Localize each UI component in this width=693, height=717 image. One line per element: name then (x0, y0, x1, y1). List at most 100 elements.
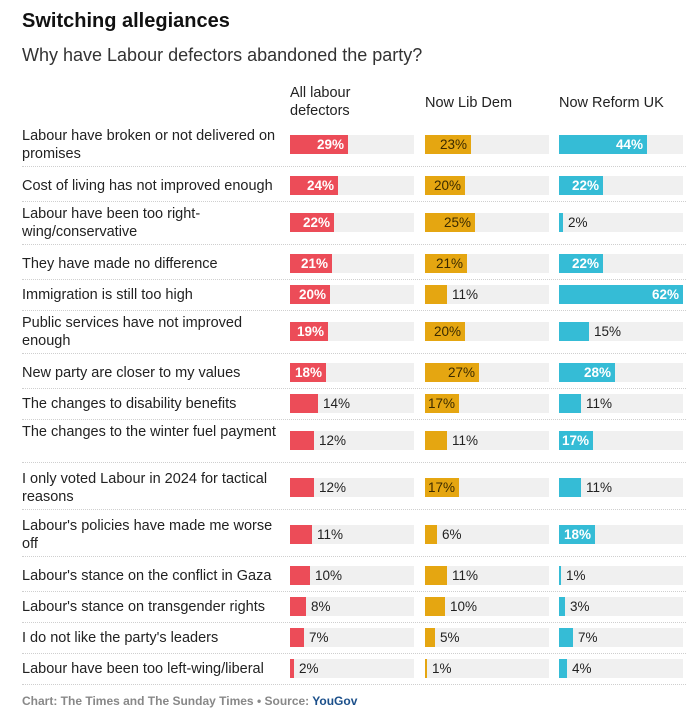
bar-track: 8% (290, 597, 414, 616)
bar-reform (559, 213, 563, 232)
bar-reform (559, 254, 603, 273)
row-label: Labour have broken or not delivered on p… (22, 128, 276, 162)
data-label: 12% (319, 480, 347, 495)
data-label: 17% (427, 396, 455, 411)
data-label: 27% (447, 365, 475, 380)
bar-lib-dem (425, 394, 459, 413)
bar-all-labour (290, 659, 294, 678)
bar-track: 10% (425, 597, 549, 616)
bar-track: 20% (425, 322, 549, 341)
row-label: Cost of living has not improved enough (22, 178, 273, 194)
bar-track: 12% (290, 431, 414, 450)
data-label: 22% (302, 215, 330, 230)
data-label: 20% (433, 324, 461, 339)
data-label: 5% (440, 630, 460, 645)
bar-reform (559, 285, 683, 304)
data-label: 24% (306, 178, 334, 193)
bar-lib-dem (425, 431, 447, 450)
data-label: 7% (578, 630, 598, 645)
credit-text: Chart: The Times and The Sunday Times • … (22, 694, 313, 708)
bar-track: 11% (425, 431, 549, 450)
bar-track: 10% (290, 566, 414, 585)
source-link[interactable]: YouGov (312, 694, 358, 708)
bar-track: 20% (290, 285, 414, 304)
bar-track: 11% (559, 478, 683, 497)
legend-all-labour-defectors: All labour defectors (290, 85, 351, 119)
data-label: 23% (439, 137, 467, 152)
bar-all-labour (290, 285, 330, 304)
table-row: I only voted Labour in 2024 for tactical… (22, 467, 686, 510)
bar-all-labour (290, 431, 314, 450)
data-label: 25% (443, 215, 471, 230)
table-row: Labour's policies have made me worse off… (22, 514, 686, 557)
data-label: 17% (427, 480, 455, 495)
bar-all-labour (290, 628, 304, 647)
bar-track: 11% (290, 525, 414, 544)
data-label: 18% (294, 365, 322, 380)
data-label: 4% (572, 661, 592, 676)
bar-all-labour (290, 135, 348, 154)
bar-track: 2% (559, 213, 683, 232)
bar-lib-dem (425, 597, 445, 616)
data-label: 29% (316, 137, 344, 152)
table-row: New party are closer to my values 18% 27% 2… (22, 358, 686, 389)
data-label: 21% (435, 256, 463, 271)
bar-track: 28% (559, 363, 683, 382)
bar-all-labour (290, 478, 314, 497)
row-label: The changes to the winter fuel payment (22, 424, 276, 440)
bar-reform (559, 628, 573, 647)
data-label: 6% (442, 527, 462, 542)
row-label: I only voted Labour in 2024 for tactical… (22, 471, 268, 505)
legend-now-lib-dem: Now Lib Dem (425, 95, 513, 111)
data-label: 10% (450, 599, 478, 614)
data-label: 22% (571, 256, 599, 271)
bar-track: 11% (425, 285, 549, 304)
bar-track: 21% (290, 254, 414, 273)
bar-track: 62% (559, 285, 683, 304)
table-row: Labour's stance on transgender rights 8% 1… (22, 592, 686, 623)
bar-track: 22% (559, 176, 683, 195)
data-label: 21% (300, 256, 328, 271)
bar-lib-dem (425, 135, 471, 154)
bar-track: 1% (425, 659, 549, 678)
bar-reform (559, 659, 567, 678)
data-label: 11% (452, 433, 479, 448)
table-row: The changes to the winter fuel payment 12… (22, 420, 686, 463)
row-label: I do not like the party's leaders (22, 630, 219, 646)
data-label: 8% (311, 599, 331, 614)
bar-reform (559, 478, 581, 497)
row-label: Labour's stance on transgender rights (22, 599, 265, 615)
bar-track: 3% (559, 597, 683, 616)
data-label: 22% (571, 178, 599, 193)
bar-lib-dem (425, 478, 459, 497)
bar-reform (559, 322, 589, 341)
bar-lib-dem (425, 254, 467, 273)
bar-reform (559, 135, 647, 154)
bar-track: 19% (290, 322, 414, 341)
bar-reform (559, 363, 615, 382)
bar-lib-dem (425, 322, 465, 341)
bar-track: 11% (559, 394, 683, 413)
data-label: 62% (651, 287, 679, 302)
data-label: 15% (594, 324, 622, 339)
bar-track: 18% (290, 363, 414, 382)
table-row: The changes to disability benefits 14% 17%… (22, 389, 686, 420)
bar-lib-dem (425, 659, 427, 678)
table-row: Labour have broken or not delivered on p… (22, 124, 686, 167)
data-label: 2% (568, 215, 588, 230)
bar-all-labour (290, 322, 328, 341)
bar-all-labour (290, 394, 318, 413)
data-label: 17% (561, 433, 589, 448)
table-row: I do not like the party's leaders 7% 5% 7% (22, 623, 686, 654)
data-label: 12% (319, 433, 347, 448)
bar-all-labour (290, 176, 338, 195)
chart-footer: Chart: The Times and The Sunday Times • … (22, 694, 357, 708)
bar-lib-dem (425, 176, 465, 195)
data-label: 11% (452, 287, 479, 302)
bar-all-labour (290, 213, 334, 232)
bar-all-labour (290, 597, 306, 616)
bar-track: 22% (290, 213, 414, 232)
row-label: Labour's policies have made me worse off (22, 518, 273, 552)
bar-lib-dem (425, 213, 475, 232)
bar-lib-dem (425, 525, 437, 544)
